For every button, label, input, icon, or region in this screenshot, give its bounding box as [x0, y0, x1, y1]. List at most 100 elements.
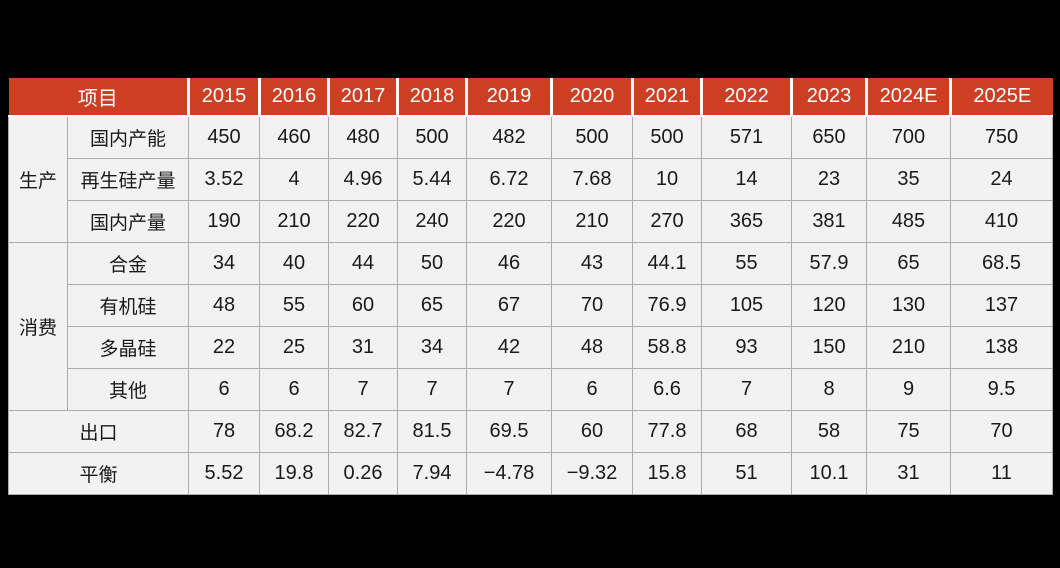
value-cell: 34 — [397, 326, 467, 369]
value-cell: 55 — [259, 284, 329, 327]
value-cell: 137 — [950, 284, 1053, 327]
row-other: 其他 6 6 7 7 7 6 6.6 7 8 9 9.5 — [9, 368, 1053, 411]
row-label: 国内产量 — [67, 200, 189, 243]
value-cell: 50 — [397, 242, 467, 285]
row-balance: 平衡 5.52 19.8 0.26 7.94 −4.78 −9.32 15.8 … — [8, 452, 1053, 495]
value-cell: 150 — [791, 326, 867, 369]
value-cell: 60 — [328, 284, 398, 327]
value-cell: 700 — [866, 115, 951, 159]
value-cell: 6 — [188, 368, 260, 411]
column-header-2015: 2015 — [187, 78, 260, 117]
row-label-balance: 平衡 — [8, 452, 189, 495]
value-cell: 0.26 — [328, 452, 398, 495]
value-cell: 220 — [466, 200, 552, 243]
row-label: 合金 — [67, 242, 189, 285]
value-cell: 7 — [701, 368, 792, 411]
value-cell: 8 — [791, 368, 867, 411]
value-cell: 25 — [259, 326, 329, 369]
column-header-2016: 2016 — [258, 78, 329, 117]
row-organosilicon: 有机硅 48 55 60 65 67 70 76.9 105 120 130 1… — [9, 284, 1053, 327]
value-cell: 500 — [551, 115, 633, 159]
value-cell: 5.52 — [188, 452, 260, 495]
row-label: 国内产能 — [67, 115, 189, 159]
value-cell: 22 — [188, 326, 260, 369]
value-cell: 7.94 — [397, 452, 467, 495]
value-cell: 57.9 — [791, 242, 867, 285]
value-cell: 60 — [551, 410, 633, 453]
row-alloy: 消费 合金 34 40 44 50 46 43 44.1 55 57.9 65 … — [8, 242, 1053, 411]
value-cell: −4.78 — [466, 452, 552, 495]
value-cell: 4 — [259, 158, 329, 201]
value-cell: 75 — [866, 410, 951, 453]
row-polysilicon: 多晶硅 22 25 31 34 42 48 58.8 93 150 210 13… — [9, 326, 1053, 369]
value-cell: 78 — [188, 410, 260, 453]
value-cell: 15.8 — [632, 452, 702, 495]
group-cell-consumption: 消费 — [8, 242, 68, 411]
value-cell: 34 — [188, 242, 260, 285]
value-cell: −9.32 — [551, 452, 633, 495]
value-cell: 51 — [701, 452, 792, 495]
value-cell: 68.2 — [259, 410, 329, 453]
value-cell: 270 — [632, 200, 702, 243]
value-cell: 46 — [466, 242, 552, 285]
value-cell: 365 — [701, 200, 792, 243]
value-cell: 210 — [866, 326, 951, 369]
value-cell: 3.52 — [188, 158, 260, 201]
value-cell: 44.1 — [632, 242, 702, 285]
value-cell: 23 — [791, 158, 867, 201]
value-cell: 480 — [328, 115, 398, 159]
value-cell: 460 — [259, 115, 329, 159]
value-cell: 7 — [328, 368, 398, 411]
value-cell: 485 — [866, 200, 951, 243]
row-label: 多晶硅 — [67, 326, 189, 369]
row-label: 再生硅产量 — [67, 158, 189, 201]
value-cell: 58 — [791, 410, 867, 453]
value-cell: 500 — [397, 115, 467, 159]
value-cell: 240 — [397, 200, 467, 243]
value-cell: 82.7 — [328, 410, 398, 453]
value-cell: 68.5 — [950, 242, 1053, 285]
value-cell: 65 — [397, 284, 467, 327]
value-cell: 81.5 — [397, 410, 467, 453]
value-cell: 58.8 — [632, 326, 702, 369]
value-cell: 6.6 — [632, 368, 702, 411]
value-cell: 77.8 — [632, 410, 702, 453]
value-cell: 10 — [632, 158, 702, 201]
column-header-item: 项目 — [8, 78, 189, 117]
value-cell: 31 — [866, 452, 951, 495]
value-cell: 130 — [866, 284, 951, 327]
value-cell: 9.5 — [950, 368, 1053, 411]
value-cell: 31 — [328, 326, 398, 369]
value-cell: 500 — [632, 115, 702, 159]
column-header-2023: 2023 — [790, 78, 867, 117]
column-header-2019: 2019 — [465, 78, 552, 117]
value-cell: 7.68 — [551, 158, 633, 201]
value-cell: 571 — [701, 115, 792, 159]
column-header-2021: 2021 — [631, 78, 702, 117]
value-cell: 19.8 — [259, 452, 329, 495]
row-label-export: 出口 — [8, 410, 189, 453]
column-header-2022: 2022 — [700, 78, 792, 117]
row-label: 其他 — [67, 368, 189, 411]
value-cell: 210 — [259, 200, 329, 243]
value-cell: 11 — [950, 452, 1053, 495]
value-cell: 120 — [791, 284, 867, 327]
value-cell: 381 — [791, 200, 867, 243]
value-cell: 105 — [701, 284, 792, 327]
value-cell: 48 — [188, 284, 260, 327]
column-header-2024e: 2024E — [865, 78, 951, 117]
value-cell: 750 — [950, 115, 1053, 159]
row-domestic-capacity: 生产 国内产能 450 460 480 500 482 500 500 571 … — [8, 115, 1053, 243]
column-header-2017: 2017 — [327, 78, 398, 117]
group-cell-production: 生产 — [8, 115, 68, 243]
column-header-2020: 2020 — [550, 78, 633, 117]
row-export: 出口 78 68.2 82.7 81.5 69.5 60 77.8 68 58 … — [8, 410, 1053, 453]
value-cell: 69.5 — [466, 410, 552, 453]
value-cell: 24 — [950, 158, 1053, 201]
value-cell: 43 — [551, 242, 633, 285]
value-cell: 7 — [397, 368, 467, 411]
value-cell: 65 — [866, 242, 951, 285]
value-cell: 6 — [551, 368, 633, 411]
column-header-2018: 2018 — [396, 78, 467, 117]
